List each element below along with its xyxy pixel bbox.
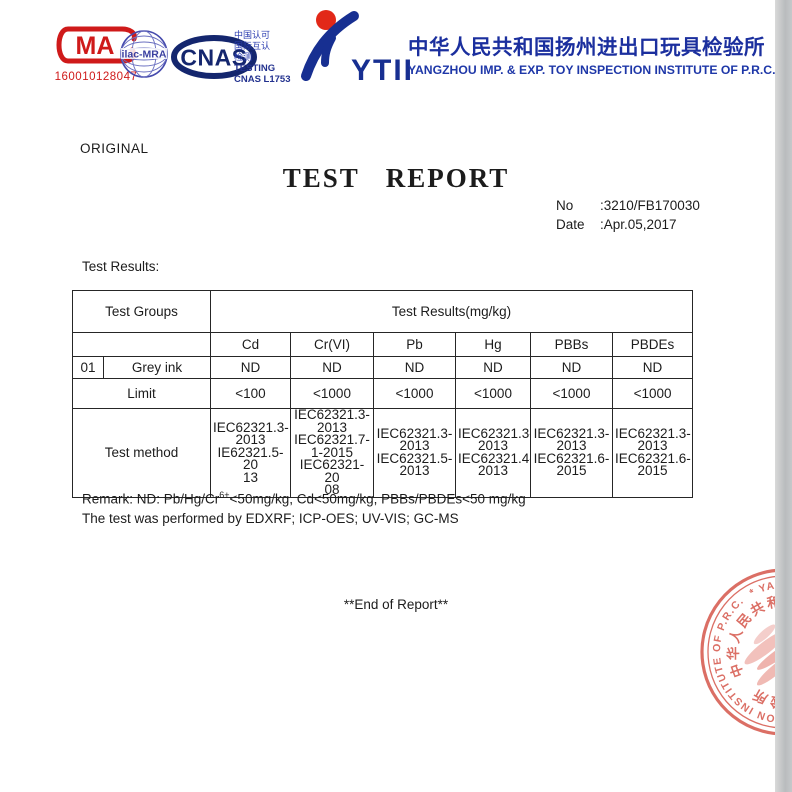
accreditation-line: CNAS L1753 — [234, 74, 291, 85]
analyte-hg: Hg — [455, 332, 531, 357]
institute-name-chinese: 中华人民共和国扬州进出口玩具检验所 — [408, 36, 765, 59]
cma-label: MA — [76, 32, 115, 60]
sample-row: 01 Grey ink ND ND ND ND ND ND — [72, 356, 694, 379]
remark-prefix: Remark: ND: Pb/Hg/Cr — [82, 491, 220, 507]
test-results-header: Test Results(mg/kg) — [209, 290, 694, 333]
cnas-ellipse-icon: CNAS — [171, 35, 257, 79]
sample-name: Grey ink — [103, 356, 211, 379]
limit-cell: <1000 — [455, 378, 531, 409]
method-label: Test method — [72, 408, 211, 498]
method-cell: IEC62321.3- 2013 IEC62321.7- 1-2015 IEC6… — [290, 408, 374, 498]
cnas-label: CNAS — [180, 45, 247, 71]
analyte-pb: Pb — [373, 332, 456, 357]
analyte-header-row: Cd Cr(VI) Pb Hg PBBs PBDEs — [72, 332, 694, 357]
results-table: Test Groups Test Results(mg/kg) Cd Cr(VI… — [72, 290, 694, 498]
remark-block: Remark: ND: Pb/Hg/Cr6+<50mg/kg, Cd<50mg/… — [82, 486, 526, 528]
analyte-pbbs: PBBs — [530, 332, 613, 357]
remark-superscript: 6+ — [219, 490, 230, 500]
report-title-word2: REPORT — [385, 163, 510, 193]
remark-line2: The test was performed by EDXRF; ICP-OES… — [82, 510, 459, 526]
analyte-pbdes: PBDEs — [611, 332, 694, 357]
ilac-label: ilac-MRA — [122, 49, 167, 61]
accreditation-line: TESTING — [234, 63, 276, 74]
remark-line1: Remark: ND: Pb/Hg/Cr6+<50mg/kg, Cd<50mg/… — [82, 486, 526, 509]
method-row: Test method IEC62321.3- 2013 IE62321.5-2… — [72, 408, 694, 498]
seal-icon: * YANGZHOU IMP. & EXP. TOY INSPECTION IN… — [684, 552, 792, 752]
result-cell: ND — [530, 356, 613, 379]
institute-name-english: YANGZHOU IMP. & EXP. TOY INSPECTION INST… — [408, 63, 776, 77]
test-results-heading: Test Results: — [82, 259, 160, 274]
sample-index: 01 — [72, 356, 104, 379]
result-cell: ND — [455, 356, 531, 379]
ytii-wordmark: YTII — [351, 54, 414, 86]
method-cell: IEC62321.3- 2013 IE62321.5-20 13 — [210, 408, 291, 498]
analyte-crvi: Cr(VI) — [290, 332, 374, 357]
result-cell: ND — [611, 356, 694, 379]
analyte-cd: Cd — [210, 332, 291, 357]
scanner-edge-strip — [775, 0, 792, 792]
report-date-label: Date — [556, 217, 585, 232]
accreditation-line: 中国认可 — [234, 30, 271, 40]
limit-cell: <1000 — [373, 378, 456, 409]
test-groups-header: Test Groups — [72, 290, 211, 333]
limit-row: Limit <100 <1000 <1000 <1000 <1000 <1000 — [72, 378, 694, 409]
empty-cell — [72, 332, 211, 357]
limit-cell: <1000 — [530, 378, 613, 409]
report-title: TEST REPORT — [0, 163, 792, 194]
result-cell: ND — [290, 356, 374, 379]
result-cell: ND — [210, 356, 291, 379]
method-cell: IEC62321.3- 2013 IEC62321.6- 2015 — [530, 408, 613, 498]
accreditation-line: 国际互认 — [234, 41, 271, 51]
limit-cell: <1000 — [611, 378, 694, 409]
end-of-report-label: **End of Report** — [343, 597, 449, 612]
limit-cell: <1000 — [290, 378, 374, 409]
limit-label: Limit — [72, 378, 211, 409]
results-table-container: Test Groups Test Results(mg/kg) Cd Cr(VI… — [72, 290, 694, 498]
method-cell: IEC62321.3- 2013 IEC62321.6- 2015 — [611, 408, 694, 498]
report-title-word1: TEST — [282, 163, 360, 193]
table-header-row: Test Groups Test Results(mg/kg) — [72, 290, 694, 333]
cnas-logo: CNAS — [170, 34, 258, 85]
ytii-logo: YTII — [296, 6, 426, 91]
copy-type-label: ORIGINAL — [80, 141, 149, 156]
accreditation-line: 检测 — [234, 52, 253, 62]
ilac-mra-logo: ilac-MRA — [118, 28, 170, 85]
report-date-value: :Apr.05,2017 — [600, 217, 677, 232]
cma-certificate-number: 160010128047 — [54, 71, 138, 83]
report-number-block: No :3210/FB170030 Date :Apr.05,2017 — [556, 196, 700, 234]
institute-header: 中华人民共和国扬州进出口玩具检验所 YANGZHOU IMP. & EXP. T… — [408, 30, 778, 77]
report-no-label: No — [556, 198, 574, 213]
remark-suffix: <50mg/kg, Cd<50mg/kg, PBBs/PBDEs<50 mg/k… — [229, 491, 526, 507]
limit-cell: <100 — [210, 378, 291, 409]
result-cell: ND — [373, 356, 456, 379]
method-cell: IEC62321.3- 2013 IEC62321.5- 2013 — [373, 408, 456, 498]
ilac-globe-icon: ilac-MRA — [120, 30, 168, 78]
method-cell: IEC62321.3- 2013 IEC62321.4- 2013 — [455, 408, 531, 498]
official-seal-stamp: * YANGZHOU IMP. & EXP. TOY INSPECTION IN… — [684, 547, 792, 757]
report-no-value: :3210/FB170030 — [600, 198, 700, 213]
cnas-accreditation-text: 中国认可 国际互认 检测 TESTING CNAS L1753 — [234, 30, 291, 85]
ytii-swoosh-icon: YTII — [301, 10, 414, 87]
